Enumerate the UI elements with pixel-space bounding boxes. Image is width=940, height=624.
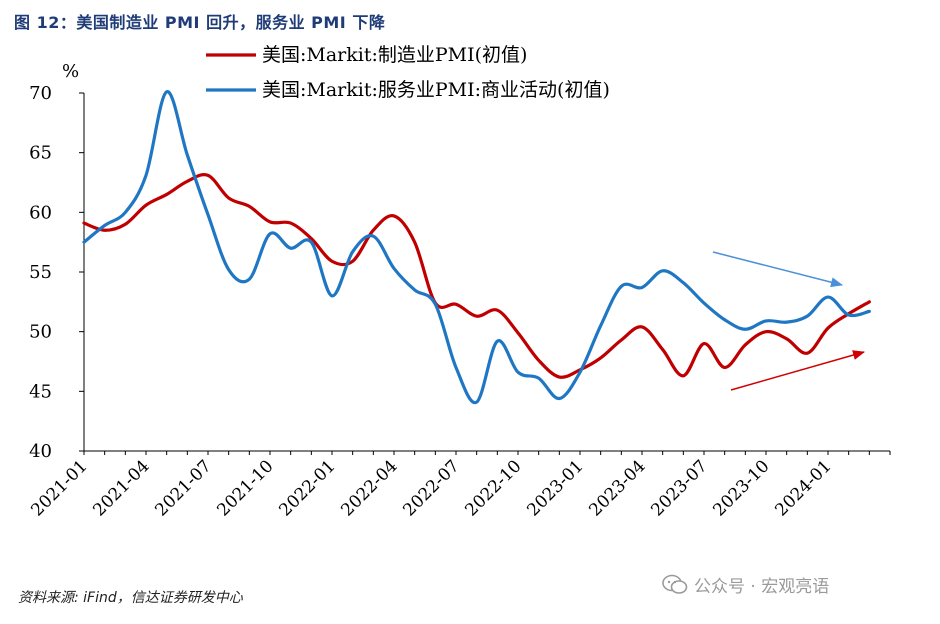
y-tick-label: 70 xyxy=(29,83,52,104)
x-tick-label: 2024-01 xyxy=(771,456,835,520)
x-tick-label: 2022-07 xyxy=(399,456,463,520)
watermark-text: 公众号 · 宏观亮语 xyxy=(694,577,830,597)
y-tick-label: 55 xyxy=(29,262,52,283)
trend-arrow-services xyxy=(712,251,843,288)
y-tick-label: 50 xyxy=(29,322,52,343)
x-tick-label: 2021-01 xyxy=(27,456,91,520)
y-axis-unit: % xyxy=(62,61,79,82)
wechat-icon xyxy=(662,574,688,594)
legend: 美国:Markit:制造业PMI(初值) 美国:Markit:服务业PMI:商业活… xyxy=(206,44,610,101)
series-group xyxy=(82,90,871,405)
watermark: 公众号 · 宏观亮语 xyxy=(662,572,829,597)
source-note: 资料来源: iFind，信达证券研发中心 xyxy=(18,590,243,606)
x-tick-label: 2023-10 xyxy=(709,456,773,520)
y-tick-label: 60 xyxy=(29,202,52,223)
series-line-manufacturing xyxy=(82,173,871,379)
legend-label: 美国:Markit:服务业PMI:商业活动(初值) xyxy=(262,79,610,101)
y-tick-label: 45 xyxy=(29,381,52,402)
legend-label: 美国:Markit:制造业PMI(初值) xyxy=(262,44,527,66)
series-line-services xyxy=(82,90,871,405)
x-tick-label: 2023-01 xyxy=(523,456,587,520)
x-tick-label: 2021-04 xyxy=(89,456,153,520)
y-tick-label: 40 xyxy=(29,441,52,462)
x-tick-label: 2023-04 xyxy=(585,456,649,520)
y-tick-label: 65 xyxy=(29,143,52,164)
x-tick-label: 2022-01 xyxy=(275,456,339,520)
x-tick-label: 2021-07 xyxy=(151,456,215,520)
chart-title: 图 12：美国制造业 PMI 回升，服务业 PMI 下降 xyxy=(14,13,386,32)
x-tick-label: 2022-10 xyxy=(461,456,525,520)
x-tick-label: 2023-07 xyxy=(647,456,711,520)
x-tick-label: 2022-04 xyxy=(337,456,401,520)
trend-arrow-manufacturing xyxy=(730,350,865,391)
x-tick-label: 2021-10 xyxy=(213,456,277,520)
